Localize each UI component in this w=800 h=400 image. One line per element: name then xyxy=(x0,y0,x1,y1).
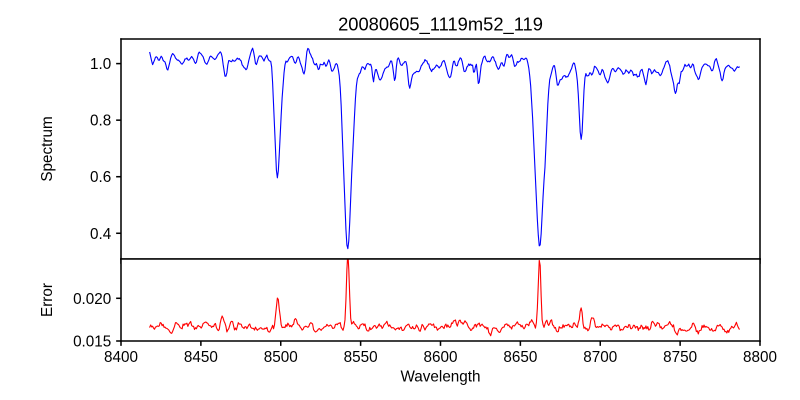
svg-text:0.4: 0.4 xyxy=(90,226,112,243)
svg-text:0.8: 0.8 xyxy=(90,113,111,130)
svg-text:8450: 8450 xyxy=(184,349,218,366)
svg-text:8700: 8700 xyxy=(583,349,617,366)
svg-text:Spectrum: Spectrum xyxy=(39,116,56,181)
svg-text:20080605_1119m52_119: 20080605_1119m52_119 xyxy=(338,14,543,36)
svg-text:0.6: 0.6 xyxy=(90,169,111,186)
svg-text:Error: Error xyxy=(39,283,56,317)
svg-text:Wavelength: Wavelength xyxy=(400,369,480,386)
svg-text:8400: 8400 xyxy=(104,349,138,366)
svg-text:8650: 8650 xyxy=(503,349,537,366)
svg-text:1.0: 1.0 xyxy=(90,56,111,73)
svg-text:0.020: 0.020 xyxy=(73,291,111,308)
svg-text:8750: 8750 xyxy=(663,349,697,366)
svg-text:8550: 8550 xyxy=(344,349,378,366)
svg-text:8600: 8600 xyxy=(424,349,458,366)
svg-text:8800: 8800 xyxy=(743,349,777,366)
svg-text:0.015: 0.015 xyxy=(73,334,111,351)
svg-text:8500: 8500 xyxy=(264,349,298,366)
